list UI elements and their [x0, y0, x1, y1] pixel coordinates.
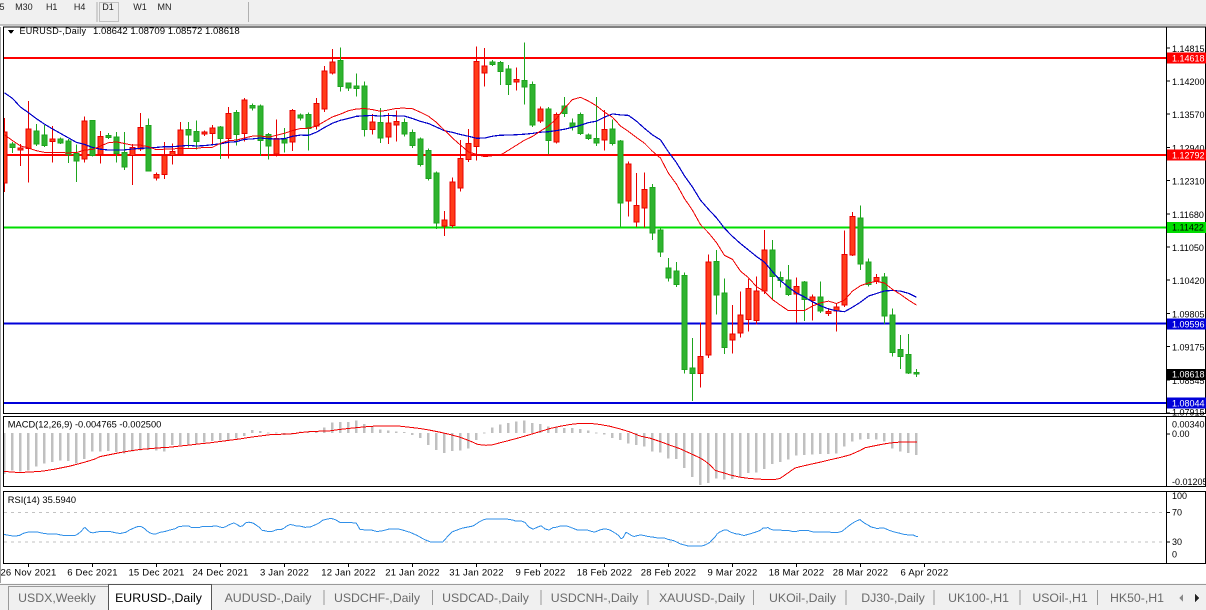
- svg-text:MN: MN: [158, 2, 172, 12]
- svg-text:XAUUSD-,Daily: XAUUSD-,Daily: [659, 591, 746, 605]
- svg-text:1.11422: 1.11422: [1172, 223, 1204, 233]
- svg-text:USDX,Weekly: USDX,Weekly: [18, 591, 97, 605]
- svg-text:1.11680: 1.11680: [1172, 210, 1204, 220]
- svg-text:USOil-,H1: USOil-,H1: [1032, 591, 1088, 605]
- svg-text:MACD(12,26,9) -0.004765 -0.002: MACD(12,26,9) -0.004765 -0.002500: [8, 420, 162, 430]
- svg-text:1.12310: 1.12310: [1172, 177, 1205, 187]
- svg-text:M30: M30: [15, 2, 33, 12]
- svg-text:70: 70: [1172, 508, 1182, 518]
- svg-text:3 Jan 2022: 3 Jan 2022: [260, 568, 309, 579]
- svg-text:1.08044: 1.08044: [1172, 399, 1205, 409]
- svg-text:EURUSD-,Daily: EURUSD-,Daily: [115, 591, 203, 605]
- svg-text:UK100-,H1: UK100-,H1: [948, 591, 1009, 605]
- svg-text:-0.01205: -0.01205: [1172, 477, 1206, 487]
- svg-text:31 Jan 2022: 31 Jan 2022: [449, 568, 504, 579]
- svg-text:24 Dec 2021: 24 Dec 2021: [192, 568, 248, 579]
- svg-text:USDCNH-,Daily: USDCNH-,Daily: [551, 591, 639, 605]
- svg-text:1.08545: 1.08545: [1172, 376, 1205, 386]
- svg-text:0.003408: 0.003408: [1172, 420, 1206, 430]
- svg-text:EURUSD-,Daily: EURUSD-,Daily: [20, 26, 87, 36]
- svg-text:28 Feb 2022: 28 Feb 2022: [641, 568, 697, 579]
- svg-text:9 Feb 2022: 9 Feb 2022: [515, 568, 565, 579]
- svg-text:18 Mar 2022: 18 Mar 2022: [769, 568, 825, 579]
- svg-text:1.13570: 1.13570: [1172, 110, 1205, 120]
- svg-text:1.14815: 1.14815: [1172, 44, 1205, 54]
- svg-text:1.08642 1.08709 1.08572 1.0861: 1.08642 1.08709 1.08572 1.08618: [93, 26, 240, 37]
- svg-text:1.14200: 1.14200: [1172, 77, 1205, 87]
- svg-text:1.09805: 1.09805: [1172, 309, 1205, 319]
- svg-text:1.14618: 1.14618: [1172, 54, 1205, 64]
- svg-text:RSI(14) 35.5940: RSI(14) 35.5940: [8, 495, 76, 505]
- svg-text:USDCAD-,Daily: USDCAD-,Daily: [442, 591, 530, 605]
- svg-text:0: 0: [1172, 550, 1177, 560]
- svg-text:9 Mar 2022: 9 Mar 2022: [707, 568, 757, 579]
- svg-text:6 Apr 2022: 6 Apr 2022: [901, 568, 949, 579]
- svg-text:AUDUSD-,Daily: AUDUSD-,Daily: [225, 591, 313, 605]
- svg-text:H4: H4: [74, 2, 86, 12]
- svg-text:HK50-,H1: HK50-,H1: [1110, 591, 1164, 605]
- svg-text:D1: D1: [102, 2, 114, 12]
- svg-text:18 Feb 2022: 18 Feb 2022: [577, 568, 633, 579]
- svg-text:USDCHF-,Daily: USDCHF-,Daily: [334, 591, 421, 605]
- svg-text:DJ30-,Daily: DJ30-,Daily: [861, 591, 925, 605]
- svg-text:1.08618: 1.08618: [1172, 370, 1205, 380]
- svg-text:12 Jan 2022: 12 Jan 2022: [321, 568, 376, 579]
- svg-text:1.09175: 1.09175: [1172, 343, 1205, 353]
- svg-text:1.12792: 1.12792: [1172, 150, 1205, 160]
- svg-text:1.10420: 1.10420: [1172, 276, 1205, 286]
- svg-text:1.12940: 1.12940: [1172, 143, 1205, 153]
- svg-text:1.09596: 1.09596: [1172, 319, 1205, 329]
- svg-text:1.07915: 1.07915: [1172, 408, 1205, 418]
- svg-text:100: 100: [1172, 491, 1187, 501]
- svg-text:UKOil-,Daily: UKOil-,Daily: [769, 591, 837, 605]
- svg-text:H1: H1: [46, 2, 58, 12]
- svg-text:6 Dec 2021: 6 Dec 2021: [67, 568, 118, 579]
- svg-text:0.00: 0.00: [1172, 429, 1190, 439]
- svg-text:26 Nov 2021: 26 Nov 2021: [0, 568, 56, 579]
- svg-text:30: 30: [1172, 537, 1182, 547]
- svg-text:5: 5: [0, 2, 5, 12]
- svg-text:21 Jan 2022: 21 Jan 2022: [385, 568, 440, 579]
- svg-text:15 Dec 2021: 15 Dec 2021: [128, 568, 184, 579]
- svg-text:W1: W1: [133, 2, 147, 12]
- svg-text:1.11050: 1.11050: [1172, 243, 1204, 253]
- svg-text:28 Mar 2022: 28 Mar 2022: [833, 568, 889, 579]
